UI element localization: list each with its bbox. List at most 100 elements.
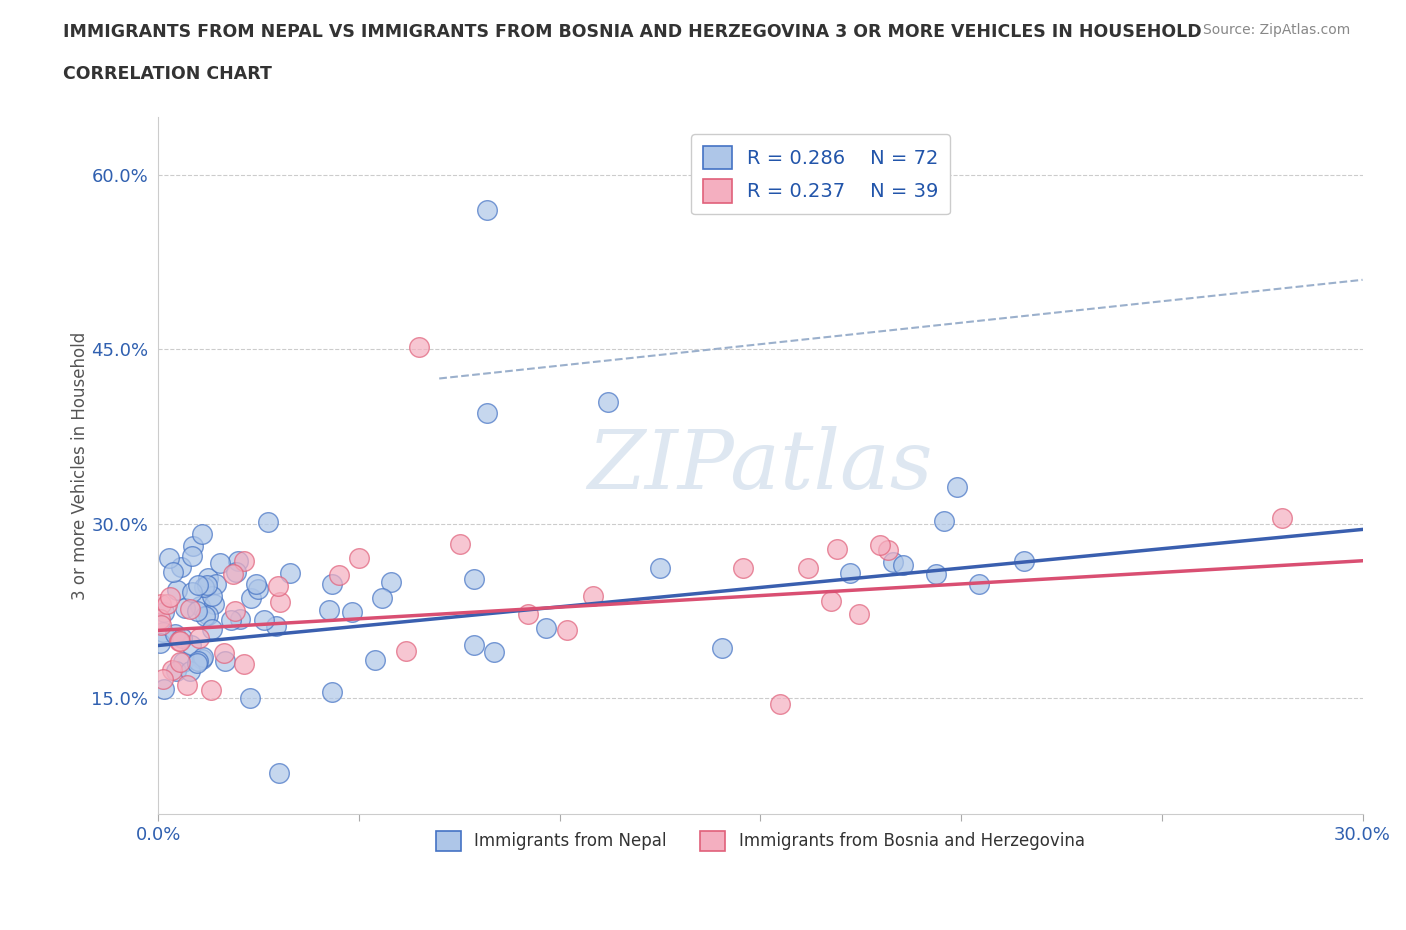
Point bbox=[152, 682, 174, 697]
Point bbox=[517, 606, 540, 621]
Point bbox=[650, 560, 672, 575]
Point bbox=[278, 566, 301, 581]
Y-axis label: 3 or more Vehicles in Household: 3 or more Vehicles in Household bbox=[72, 331, 89, 600]
Point bbox=[152, 624, 174, 639]
Point bbox=[1014, 553, 1036, 568]
Point bbox=[148, 612, 170, 627]
Point bbox=[180, 637, 202, 652]
Point bbox=[222, 566, 245, 581]
Text: Source: ZipAtlas.com: Source: ZipAtlas.com bbox=[1202, 23, 1350, 37]
Point bbox=[162, 565, 184, 579]
Point bbox=[477, 203, 499, 218]
Point bbox=[191, 649, 214, 664]
Point bbox=[247, 581, 270, 596]
Point bbox=[191, 527, 214, 542]
Point bbox=[193, 579, 215, 594]
Point bbox=[163, 626, 186, 641]
Point bbox=[267, 579, 290, 594]
Point bbox=[188, 598, 211, 613]
Point bbox=[449, 537, 471, 551]
Point bbox=[180, 584, 202, 599]
Point bbox=[169, 633, 191, 648]
Point bbox=[534, 620, 557, 635]
Point bbox=[167, 633, 190, 648]
Point bbox=[264, 618, 287, 633]
Text: CORRELATION CHART: CORRELATION CHART bbox=[63, 65, 273, 83]
Point bbox=[371, 591, 394, 605]
Point bbox=[477, 405, 499, 420]
Point bbox=[176, 677, 198, 692]
Point bbox=[463, 571, 485, 586]
Point bbox=[181, 538, 204, 553]
Point bbox=[1271, 511, 1294, 525]
Point bbox=[245, 577, 267, 591]
Point bbox=[152, 671, 174, 686]
Point bbox=[190, 652, 212, 667]
Point bbox=[208, 555, 231, 570]
Point bbox=[187, 654, 209, 669]
Point bbox=[219, 612, 242, 627]
Point bbox=[463, 638, 485, 653]
Point bbox=[711, 641, 734, 656]
Point bbox=[581, 589, 603, 604]
Point bbox=[169, 655, 191, 670]
Point bbox=[253, 613, 276, 628]
Point bbox=[187, 578, 209, 592]
Point bbox=[838, 565, 860, 580]
Point bbox=[170, 560, 193, 575]
Point bbox=[172, 655, 194, 670]
Point bbox=[202, 596, 225, 611]
Point bbox=[170, 631, 193, 645]
Point bbox=[932, 513, 955, 528]
Point bbox=[239, 691, 262, 706]
Point bbox=[825, 541, 848, 556]
Point bbox=[225, 565, 247, 579]
Point bbox=[160, 663, 183, 678]
Point bbox=[165, 663, 187, 678]
Point bbox=[153, 604, 176, 619]
Point bbox=[150, 596, 173, 611]
Point bbox=[882, 554, 904, 569]
Point bbox=[876, 543, 898, 558]
Point bbox=[340, 605, 363, 620]
Point bbox=[180, 549, 202, 564]
Point bbox=[212, 645, 235, 660]
Point bbox=[157, 551, 180, 565]
Point bbox=[200, 682, 222, 697]
Point bbox=[733, 561, 755, 576]
Point bbox=[186, 604, 208, 618]
Point bbox=[197, 607, 219, 622]
Point bbox=[269, 595, 291, 610]
Point bbox=[233, 657, 256, 671]
Point bbox=[797, 561, 820, 576]
Point bbox=[201, 588, 224, 603]
Point bbox=[174, 601, 197, 616]
Point bbox=[555, 622, 578, 637]
Point bbox=[256, 514, 278, 529]
Point bbox=[820, 593, 842, 608]
Point bbox=[321, 684, 343, 699]
Point bbox=[946, 480, 969, 495]
Point bbox=[195, 578, 218, 592]
Point bbox=[482, 645, 505, 660]
Point bbox=[869, 538, 891, 552]
Point bbox=[150, 618, 173, 632]
Point bbox=[969, 577, 991, 591]
Point bbox=[226, 554, 249, 569]
Point bbox=[891, 558, 914, 573]
Point bbox=[179, 602, 201, 617]
Point bbox=[186, 656, 208, 671]
Point bbox=[380, 575, 402, 590]
Point bbox=[240, 591, 263, 605]
Point bbox=[159, 590, 181, 604]
Point bbox=[267, 765, 290, 780]
Point bbox=[166, 583, 188, 598]
Point bbox=[149, 635, 172, 650]
Point bbox=[408, 339, 430, 354]
Point bbox=[201, 621, 224, 636]
Point bbox=[394, 644, 416, 658]
Point bbox=[232, 553, 254, 568]
Point bbox=[179, 664, 201, 679]
Point bbox=[229, 612, 252, 627]
Point bbox=[224, 604, 246, 618]
